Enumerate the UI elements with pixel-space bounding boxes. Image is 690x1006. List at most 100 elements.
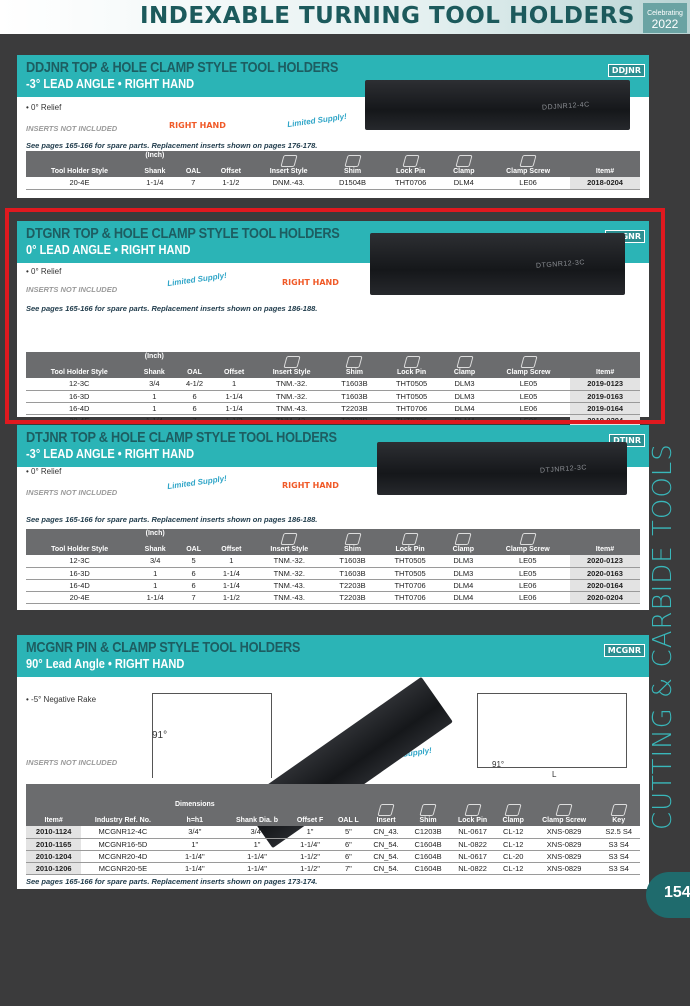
table-cell: DLM4: [441, 579, 486, 592]
table-cell: MCGNR20-4D: [81, 850, 165, 863]
table-cell: DLM3: [442, 390, 487, 403]
column-header: Lock Pin: [379, 529, 442, 555]
table-cell: THT0706: [379, 591, 442, 604]
anniversary-badge: Celebrating 2022: [643, 3, 687, 33]
clamp-screw-icon: [519, 533, 537, 545]
table-cell: DLM4: [441, 177, 487, 190]
table-cell: TNM.-32.: [252, 555, 326, 568]
insert-icon: [280, 533, 298, 545]
page-title: INDEXABLE TURNING TOOL HOLDERS: [139, 3, 635, 29]
table-cell: T2203B: [325, 579, 380, 592]
column-header: Shim: [325, 529, 380, 555]
column-header: (Inch) Shank: [133, 529, 178, 555]
table-cell: CL-12: [495, 838, 531, 851]
table-header-row: Tool Holder Style (Inch) Shank OAL Offset Ins…: [26, 529, 640, 555]
table-row: 16-4D 1 6 1-1/4 TNM.-43. T2203B THT0706 DLM4 LE0…: [26, 579, 640, 592]
insert-icon: [377, 804, 395, 816]
table-cell: 6": [331, 850, 366, 863]
table-cell: 16-3D: [26, 390, 133, 403]
table-header-row: Item# Industry Ref. No. Dimensions h=h1 Shan…: [26, 784, 640, 826]
column-header: Tool Holder Style: [26, 529, 134, 555]
table-cell: 4-1/2: [176, 378, 213, 391]
table-cell: 5: [177, 555, 211, 568]
table-cell: 2020-0204: [569, 591, 640, 604]
table-row: 20-4E 1-1/4 7 1-1/2 TNM.-43. T2203B THT0706 DLM…: [26, 591, 640, 604]
column-header-label: Clamp: [502, 817, 524, 824]
limited-supply-label: Limited Supply!: [166, 473, 228, 492]
table-cell: 1-1/4": [288, 838, 332, 851]
column-header-label: Offset: [220, 168, 241, 175]
table-header-row: Tool Holder Style (Inch) Shank OAL Offset Ins…: [26, 352, 640, 378]
table-cell: 1: [132, 402, 177, 415]
table-cell: 16-3D: [26, 567, 134, 580]
clamp-screw-icon: [519, 155, 537, 167]
table-cell: CN_43.: [365, 826, 407, 839]
unit-label: (Inch): [145, 152, 165, 159]
table-cell: 1-1/2": [288, 850, 332, 863]
column-header: Clamp Screw: [530, 784, 598, 826]
table-cell: MCGNR12-4C: [81, 826, 165, 839]
tool-holder-image: DDJNR12-4C: [365, 80, 630, 130]
table-cell: CL-20: [495, 850, 531, 863]
section-title: DTGNR TOP & HOLE CLAMP STYLE TOOL HOLDER…: [26, 225, 340, 242]
column-header: Clamp: [495, 784, 531, 826]
side-category-label: CUTTING & CARBIDE TOOLS: [648, 443, 678, 830]
table-cell: 1: [132, 390, 177, 403]
spare-parts-note: See pages 165-166 for spare parts. Repla…: [26, 877, 318, 886]
table-cell: C1604B: [406, 838, 450, 851]
table-cell: 1": [288, 826, 332, 839]
unit-label: (Inch): [144, 353, 164, 360]
table-cell: 20-4E: [26, 177, 133, 190]
table-cell: 5": [331, 826, 366, 839]
table-cell: 6: [177, 579, 211, 592]
table-cell: 7: [176, 177, 210, 190]
column-header: (Inch) Shank: [132, 352, 177, 378]
column-header-label: Tool Holder Style: [50, 369, 108, 376]
column-header-label: Tool Holder Style: [51, 546, 109, 553]
column-header-label: Shank: [144, 546, 166, 553]
table-cell: T1603B: [325, 555, 380, 568]
table-cell: C1604B: [406, 862, 450, 875]
table-row: 16-4D 1 6 1-1/4 TNM.-43. T2203B THT0706 DLM4 LE0…: [26, 402, 640, 415]
table-cell: 1": [164, 838, 226, 851]
column-header: Clamp Screw: [485, 529, 570, 555]
table-cell: THT0505: [379, 567, 442, 580]
section-dtjnr: DTJNR TOP & HOLE CLAMP STYLE TOOL HOLDER…: [17, 425, 649, 610]
table-cell: S3 S4: [597, 862, 640, 875]
table-cell: DLM4: [442, 402, 487, 415]
section-ddjnr: DDJNR TOP & HOLE CLAMP STYLE TOOL HOLDER…: [17, 55, 649, 198]
column-header-label: Shank: [143, 369, 165, 376]
column-header-label: Item#: [44, 817, 63, 824]
table-cell: NL-0822: [449, 838, 496, 851]
column-header-label: Shank: [144, 168, 166, 175]
column-header-label: OAL: [187, 369, 202, 376]
inserts-note: INSERTS NOT INCLUDED: [26, 488, 118, 497]
column-header: Shim: [328, 352, 381, 378]
clamp-screw-icon: [555, 804, 573, 816]
shim-icon: [419, 804, 437, 816]
inserts-note: INSERTS NOT INCLUDED: [26, 285, 118, 294]
column-header: OAL: [176, 352, 213, 378]
table-cell: 1-1/2: [210, 591, 253, 604]
spare-parts-note: See pages 165-166 for spare parts. Repla…: [26, 515, 318, 524]
table-cell: CN_54.: [365, 862, 407, 875]
table-row: 2010-1204 MCGNR20-4D 1-1/4" 1-1/4" 1-1/2" 6" C…: [26, 850, 640, 863]
column-header-label: Offset: [221, 546, 242, 553]
clamp-icon: [504, 804, 522, 816]
angle-diagram: [152, 693, 272, 778]
column-header-label: Insert Style: [269, 168, 308, 175]
column-header-label: Item#: [595, 546, 615, 553]
table-cell: LE05: [486, 378, 571, 391]
column-header: Clamp: [441, 151, 487, 177]
column-header-label: Clamp: [453, 369, 476, 376]
table-cell: 3/4: [133, 555, 178, 568]
section-mcgnr: MCGNR PIN & CLAMP STYLE TOOL HOLDERS 90° …: [17, 635, 649, 889]
inserts-note: INSERTS NOT INCLUDED: [26, 758, 118, 767]
table-cell: 6": [331, 838, 366, 851]
column-header-label: OAL: [186, 546, 201, 553]
table-cell: CL-12: [495, 862, 531, 875]
table-cell: XNS-0829: [530, 850, 598, 863]
inserts-note: INSERTS NOT INCLUDED: [26, 124, 118, 133]
column-header: Lock Pin: [380, 352, 443, 378]
table-row: 2010-1165 MCGNR16-5D 1" 1" 1-1/4" 6" CN_54. C16…: [26, 838, 640, 851]
